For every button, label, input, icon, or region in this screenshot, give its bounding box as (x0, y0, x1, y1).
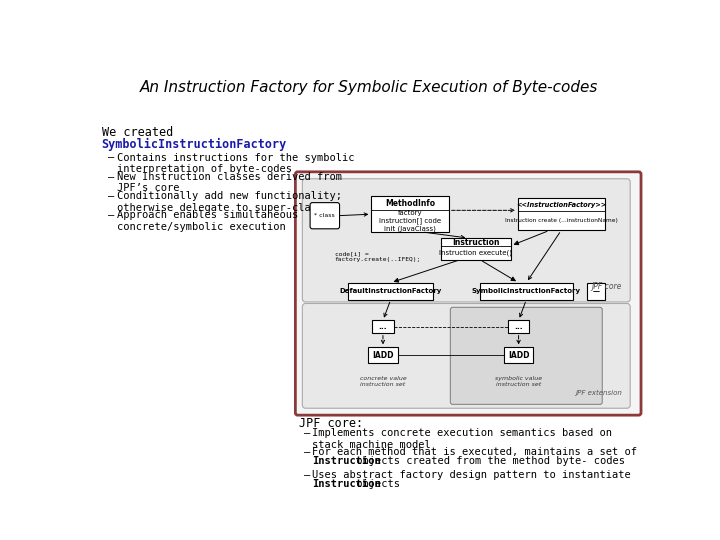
Text: symbolic value
instruction set: symbolic value instruction set (495, 376, 542, 387)
Text: For each method that is executed, maintains a set of: For each method that is executed, mainta… (312, 447, 636, 457)
Text: IADD: IADD (372, 350, 394, 360)
FancyBboxPatch shape (295, 172, 641, 415)
Text: JPF extension: JPF extension (575, 390, 621, 396)
Bar (480, 283, 573, 300)
Text: SymbolicInstructionFactory: SymbolicInstructionFactory (472, 288, 581, 294)
Text: ...: ... (379, 322, 387, 331)
FancyBboxPatch shape (518, 198, 605, 231)
Bar (508, 320, 529, 333)
Bar (587, 283, 606, 300)
Text: Instruction: Instruction (312, 479, 380, 489)
Bar (348, 283, 433, 300)
Text: An Instruction Factory for Symbolic Execution of Byte-codes: An Instruction Factory for Symbolic Exec… (140, 80, 598, 95)
FancyBboxPatch shape (302, 179, 630, 302)
Text: factory
Instruction[] code
init (JavaClass): factory Instruction[] code init (JavaCla… (379, 210, 441, 232)
Text: Instruction create (...instructionName): Instruction create (...instructionName) (505, 218, 618, 223)
Text: objects: objects (350, 479, 400, 489)
Text: code[i] =
factory.create(..IFEQ);: code[i] = factory.create(..IFEQ); (335, 251, 421, 262)
FancyBboxPatch shape (310, 202, 340, 229)
Text: MethodInfo: MethodInfo (385, 199, 435, 208)
Text: concrete value
instruction set: concrete value instruction set (359, 376, 406, 387)
Text: –: – (304, 470, 310, 480)
Text: objects created from the method byte- codes: objects created from the method byte- co… (350, 456, 625, 466)
Text: —: — (593, 288, 600, 294)
Text: –: – (108, 191, 114, 201)
Text: Instruction: Instruction (312, 456, 380, 466)
FancyBboxPatch shape (372, 197, 449, 232)
Text: Instruction execute(): Instruction execute() (439, 249, 513, 256)
Text: Contains instructions for the symbolic
interpretation of byte-codes: Contains instructions for the symbolic i… (117, 153, 355, 174)
Text: IADD: IADD (508, 350, 529, 360)
Text: ...: ... (514, 322, 523, 331)
Text: –: – (108, 153, 114, 163)
FancyBboxPatch shape (302, 303, 630, 408)
Text: Conditionally add new functionality;
otherwise delegate to super-classes: Conditionally add new functionality; oth… (117, 191, 342, 213)
Text: We created: We created (102, 126, 173, 139)
Text: New Instruction classes derived from
JPF’s core: New Instruction classes derived from JPF… (117, 172, 342, 193)
FancyBboxPatch shape (451, 307, 602, 404)
Text: JPF core: JPF core (591, 282, 621, 291)
Text: Uses abstract factory design pattern to instantiate: Uses abstract factory design pattern to … (312, 470, 631, 480)
Text: –: – (304, 447, 310, 457)
Text: –: – (108, 211, 114, 220)
Bar (372, 320, 394, 333)
Text: DefaultInstructionFactory: DefaultInstructionFactory (340, 288, 442, 294)
Text: Instruction: Instruction (452, 238, 500, 247)
Bar (368, 347, 397, 363)
Text: JPF core:: JPF core: (300, 417, 364, 430)
Text: Implements concrete execution semantics based on
stack machine model: Implements concrete execution semantics … (312, 428, 612, 450)
FancyBboxPatch shape (441, 238, 510, 260)
Text: –: – (304, 428, 310, 438)
Text: <<InstructionFactory>>: <<InstructionFactory>> (516, 201, 606, 207)
Text: * class: * class (315, 213, 336, 218)
Text: –: – (108, 172, 114, 182)
Text: SymbolicInstructionFactory: SymbolicInstructionFactory (102, 138, 287, 151)
Text: Approach enables simultaneous
concrete/symbolic execution: Approach enables simultaneous concrete/s… (117, 211, 298, 232)
Bar (504, 347, 534, 363)
